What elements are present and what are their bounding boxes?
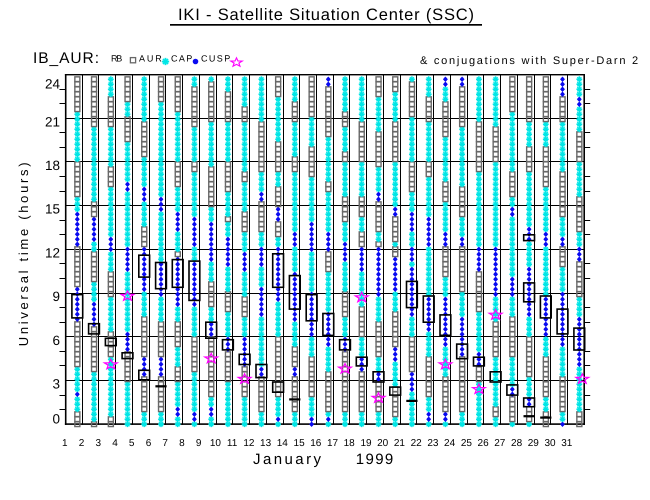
svg-text:29: 29 bbox=[528, 438, 540, 449]
svg-text:8: 8 bbox=[179, 438, 185, 449]
svg-text:AUR: AUR bbox=[139, 54, 162, 64]
svg-text:RB: RB bbox=[111, 54, 123, 64]
svg-text:26: 26 bbox=[478, 438, 490, 449]
svg-text:9: 9 bbox=[196, 438, 202, 449]
svg-text:19: 19 bbox=[360, 438, 372, 449]
svg-text:10: 10 bbox=[210, 438, 222, 449]
svg-text:21: 21 bbox=[45, 114, 60, 129]
svg-text:17: 17 bbox=[327, 438, 339, 449]
svg-text:4: 4 bbox=[112, 438, 118, 449]
svg-text:14: 14 bbox=[277, 438, 289, 449]
svg-text:9: 9 bbox=[52, 289, 60, 304]
svg-text:12: 12 bbox=[45, 245, 60, 260]
svg-text:22: 22 bbox=[411, 438, 423, 449]
svg-text:31: 31 bbox=[561, 438, 573, 449]
svg-text:24: 24 bbox=[45, 77, 61, 92]
svg-text:30: 30 bbox=[544, 438, 556, 449]
svg-text:1999: 1999 bbox=[356, 451, 394, 468]
svg-text:0: 0 bbox=[52, 412, 60, 427]
svg-text:1: 1 bbox=[62, 438, 68, 449]
svg-text:24: 24 bbox=[444, 438, 456, 449]
svg-text:23: 23 bbox=[427, 438, 439, 449]
svg-text:7: 7 bbox=[162, 438, 168, 449]
svg-text:2: 2 bbox=[79, 438, 85, 449]
svg-text:11: 11 bbox=[227, 438, 238, 449]
svg-text:CAP: CAP bbox=[171, 54, 193, 64]
svg-text:13: 13 bbox=[260, 438, 272, 449]
svg-text:6: 6 bbox=[146, 438, 152, 449]
svg-text:28: 28 bbox=[511, 438, 523, 449]
svg-text:25: 25 bbox=[461, 438, 473, 449]
svg-text:Universal time (hours): Universal time (hours) bbox=[16, 160, 31, 347]
svg-text:IKI - Satellite Situation Cent: IKI - Satellite Situation Center (SSC) bbox=[178, 6, 474, 24]
svg-text:18: 18 bbox=[45, 158, 60, 173]
svg-text:16: 16 bbox=[310, 438, 322, 449]
svg-text:12: 12 bbox=[243, 438, 255, 449]
svg-text:3: 3 bbox=[96, 438, 102, 449]
svg-text:IB_AUR:: IB_AUR: bbox=[33, 50, 99, 67]
svg-text:15: 15 bbox=[294, 438, 306, 449]
svg-text:20: 20 bbox=[377, 438, 389, 449]
svg-text:15: 15 bbox=[45, 202, 60, 217]
svg-text:18: 18 bbox=[344, 438, 356, 449]
svg-text:27: 27 bbox=[494, 438, 506, 449]
svg-text:21: 21 bbox=[394, 438, 406, 449]
svg-text:CUSP: CUSP bbox=[201, 54, 231, 64]
svg-text:3: 3 bbox=[52, 377, 60, 392]
svg-text:6: 6 bbox=[52, 333, 60, 348]
svg-text:5: 5 bbox=[129, 438, 135, 449]
svg-text:& conjugations with Super-Darn: & conjugations with Super-Darn 2 bbox=[420, 55, 640, 67]
